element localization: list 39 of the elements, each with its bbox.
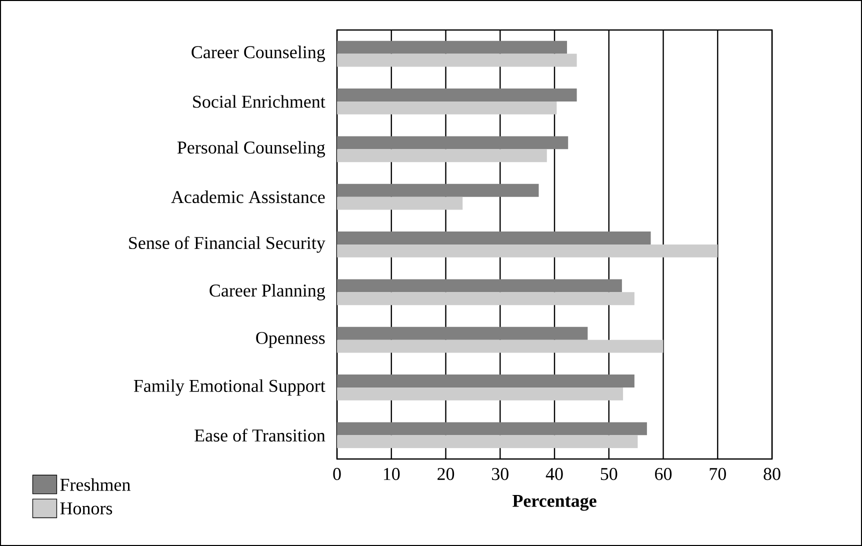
- legend-label: Honors: [60, 502, 112, 514]
- y-tick-label: Academic Assistance: [171, 190, 325, 204]
- x-tick-label: 50: [600, 468, 618, 480]
- legend-label: Freshmen: [60, 478, 130, 491]
- x-tick-label: 80: [764, 468, 780, 480]
- bar: [337, 340, 664, 353]
- bar: [337, 40, 568, 54]
- y-tick-label: Career Planning: [210, 284, 326, 300]
- y-tick-label: Family Emotional Support: [134, 379, 326, 396]
- bar: [337, 88, 577, 102]
- bar: [337, 422, 647, 436]
- x-tick-label: 70: [710, 468, 726, 480]
- bar: [337, 149, 547, 162]
- y-tick-label: Personal Counseling: [177, 140, 326, 158]
- x-tick-label: 30: [492, 468, 508, 480]
- y-tick-label: Sense of Financial Security: [129, 236, 326, 253]
- x-tick-label: 40: [546, 468, 563, 480]
- x-tick-label: 20: [438, 468, 454, 480]
- bar: [337, 54, 577, 67]
- bar: [337, 136, 568, 150]
- x-tick-label: 10: [384, 468, 400, 480]
- y-tick-label: Career Counseling: [192, 46, 326, 62]
- y-tick-label: Ease of Transition: [194, 428, 326, 442]
- bar: [337, 196, 463, 210]
- x-tick-label: 0: [333, 468, 341, 480]
- bar: [337, 232, 651, 244]
- bar: [337, 374, 634, 388]
- x-axis-title: Percentage: [512, 495, 596, 511]
- y-tick-label: Openness: [256, 332, 325, 348]
- y-tick-label: Social Enrichment: [193, 95, 326, 108]
- bar: [337, 101, 557, 114]
- bar: [337, 244, 718, 258]
- bar: [337, 184, 539, 197]
- bar: [337, 292, 634, 306]
- bar: [337, 435, 638, 448]
- bar: [337, 279, 622, 292]
- bar: [337, 326, 588, 340]
- bar: [337, 388, 624, 400]
- x-tick-label: 60: [655, 468, 672, 480]
